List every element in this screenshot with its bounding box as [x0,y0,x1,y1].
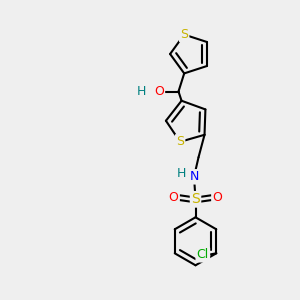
Text: N: N [190,170,199,183]
Text: O: O [154,85,164,98]
Text: O: O [212,191,222,204]
Text: Cl: Cl [197,248,209,261]
Text: S: S [176,135,184,148]
Text: H: H [137,85,147,98]
Text: O: O [169,191,178,204]
Text: S: S [191,192,200,206]
Text: H: H [177,167,186,180]
Text: S: S [180,28,188,41]
